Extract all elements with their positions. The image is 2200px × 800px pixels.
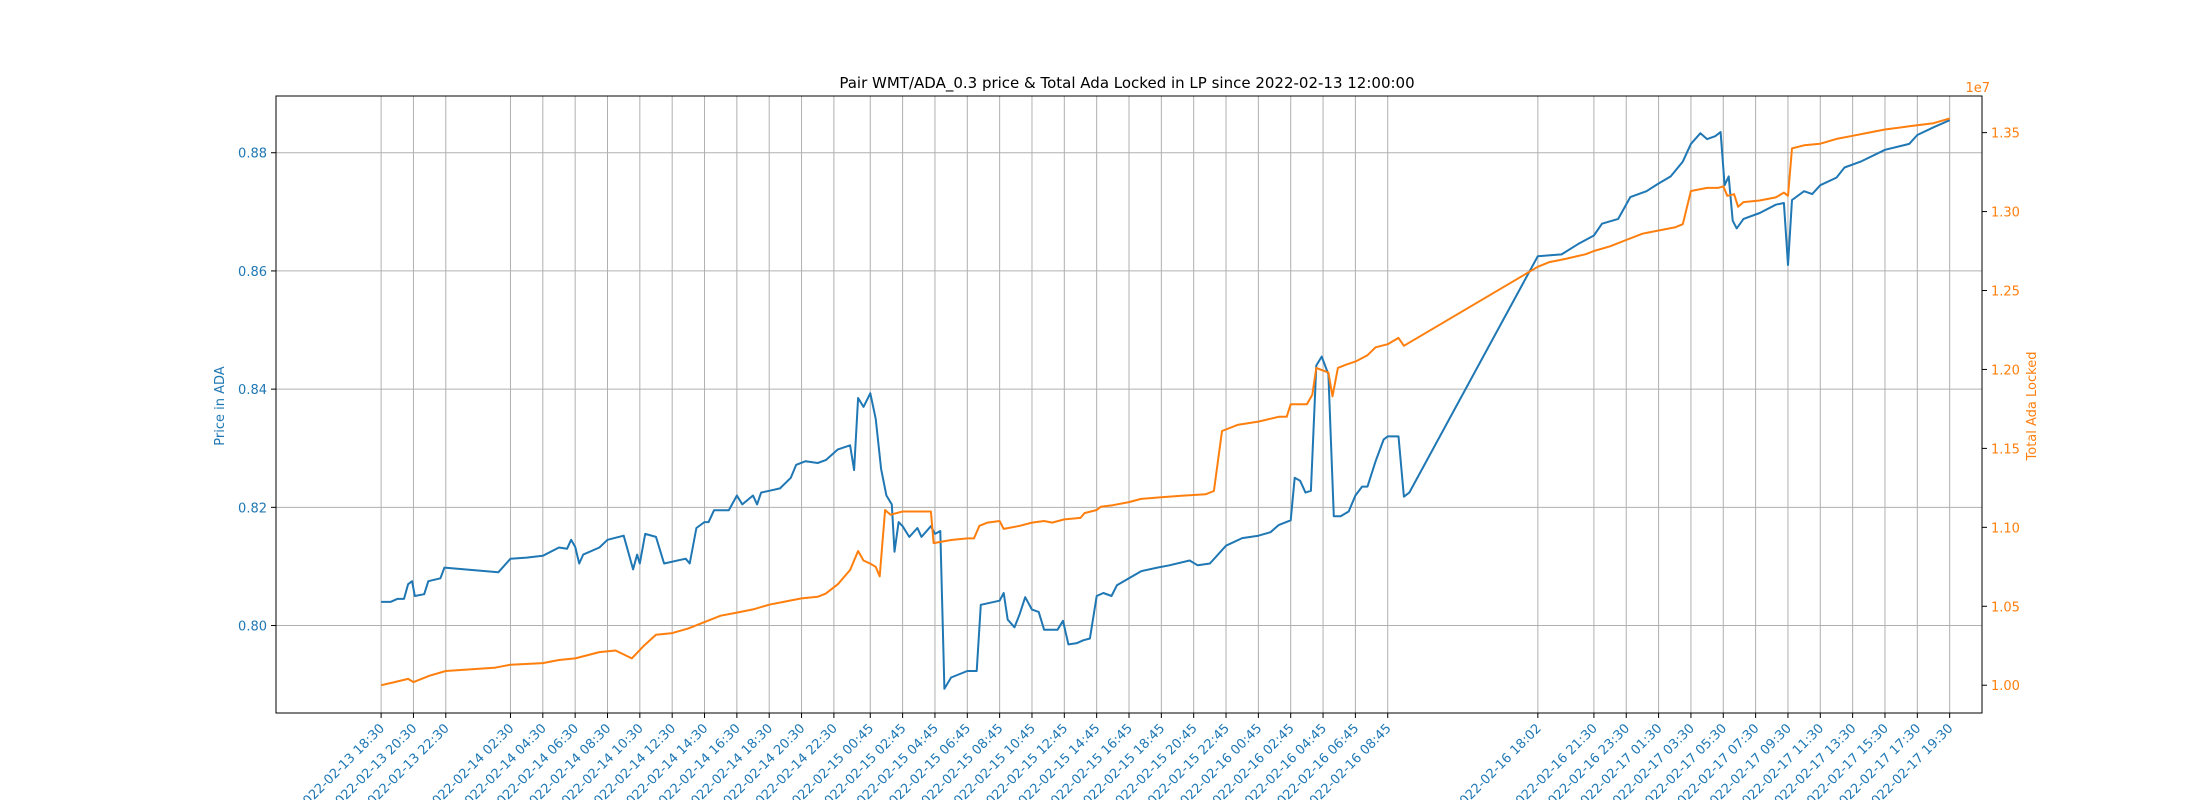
right-tick-label: 1.10: [1991, 521, 2020, 536]
left-axis-label: Price in ADA: [213, 366, 228, 446]
right-tick-label: 1.35: [1991, 127, 2020, 142]
series-layer: [380, 117, 1951, 690]
right-axis-label: Total Ada Locked: [2025, 352, 2040, 462]
left-tick-label: 0.86: [238, 265, 267, 280]
right-tick-label: 1.25: [1991, 285, 2020, 300]
price-series-line: [381, 119, 1951, 690]
grid-lines: [276, 96, 1982, 713]
right-tick-label: 1.05: [1991, 600, 2020, 615]
left-tick-label: 0.82: [238, 501, 267, 516]
right-tick-label: 1.20: [1991, 363, 2020, 378]
ada-locked-series-line: [380, 117, 1950, 687]
left-tick-label: 0.80: [238, 620, 267, 635]
right-tick-label: 1.15: [1991, 442, 2020, 457]
left-tick-label: 0.88: [238, 147, 267, 162]
left-tick-label: 0.84: [238, 383, 267, 398]
right-tick-label: 1.00: [1991, 679, 2020, 694]
right-tick-label: 1.30: [1991, 206, 2020, 221]
chart-title: Pair WMT/ADA_0.3 price & Total Ada Locke…: [839, 74, 1414, 93]
right-axis-multiplier: 1e7: [1965, 81, 1990, 96]
